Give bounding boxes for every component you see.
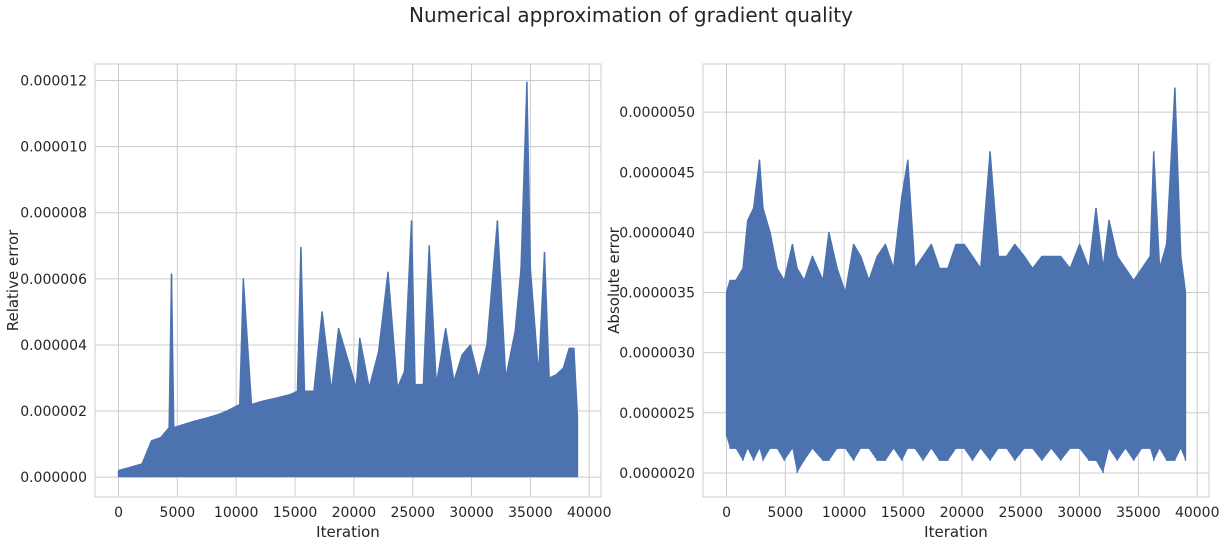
- x-axis-label: Iteration: [924, 523, 988, 541]
- x-tick-label: 10000: [822, 505, 867, 521]
- y-tick-label: 0.000000: [20, 470, 87, 486]
- x-tick-label: 10000: [214, 505, 259, 521]
- x-tick-label: 25000: [390, 505, 435, 521]
- x-tick-label: 40000: [1175, 505, 1220, 521]
- y-tick-label: 0.0000025: [619, 406, 695, 422]
- y-tick-label: 0.000006: [20, 272, 87, 288]
- series-line: [725, 87, 1187, 294]
- y-tick-label: 0.000010: [20, 140, 87, 156]
- x-tick-label: 20000: [940, 505, 985, 521]
- y-axis-label: Absolute error: [605, 226, 623, 333]
- x-tick-label: 20000: [332, 505, 377, 521]
- y-tick-label: 0.000002: [20, 404, 87, 420]
- y-tick-label: 0.0000020: [619, 466, 695, 482]
- series-area: [117, 81, 579, 478]
- x-tick-label: 35000: [1116, 505, 1161, 521]
- series-band: [118, 82, 578, 478]
- x-tick-label: 5000: [160, 505, 196, 521]
- x-tick-label: 35000: [508, 505, 553, 521]
- figure-title: Numerical approximation of gradient qual…: [409, 3, 853, 27]
- y-tick-label: 0.000004: [20, 338, 87, 354]
- plot-frame: [94, 63, 602, 498]
- y-axis-label: Relative error: [4, 229, 22, 331]
- chart-relative-error: 0 5000 10000 15000 20000 25000 30000 35000 40000…: [4, 63, 612, 541]
- x-tick-label: 30000: [1057, 505, 1102, 521]
- x-tick-label: 5000: [768, 505, 804, 521]
- x-axis-label: Iteration: [316, 523, 380, 541]
- tick-labels: 0 5000 10000 15000 20000 25000 30000 35000 40000…: [619, 105, 1219, 521]
- x-tick-label: 40000: [567, 505, 612, 521]
- y-tick-label: 0.0000030: [619, 346, 695, 362]
- x-tick-label: 25000: [998, 505, 1043, 521]
- y-tick-label: 0.000008: [20, 206, 87, 222]
- y-tick-label: 0.0000040: [619, 225, 695, 241]
- series-area: [725, 87, 1187, 473]
- y-tick-label: 0.000012: [20, 74, 87, 90]
- plot-frame: [702, 63, 1210, 498]
- x-tick-label: 30000: [449, 505, 494, 521]
- tick-labels: 0 5000 10000 15000 20000 25000 30000 35000 40000…: [20, 74, 611, 521]
- y-tick-label: 0.0000045: [619, 165, 695, 181]
- x-tick-label: 0: [114, 505, 123, 521]
- y-tick-label: 0.0000035: [619, 286, 695, 302]
- x-tick-label: 15000: [881, 505, 926, 521]
- y-tick-label: 0.0000050: [619, 105, 695, 121]
- series-line: [118, 81, 579, 472]
- x-tick-label: 0: [722, 505, 731, 521]
- chart-absolute-error: 0 5000 10000 15000 20000 25000 30000 35000 40000…: [605, 63, 1220, 541]
- x-tick-label: 15000: [273, 505, 318, 521]
